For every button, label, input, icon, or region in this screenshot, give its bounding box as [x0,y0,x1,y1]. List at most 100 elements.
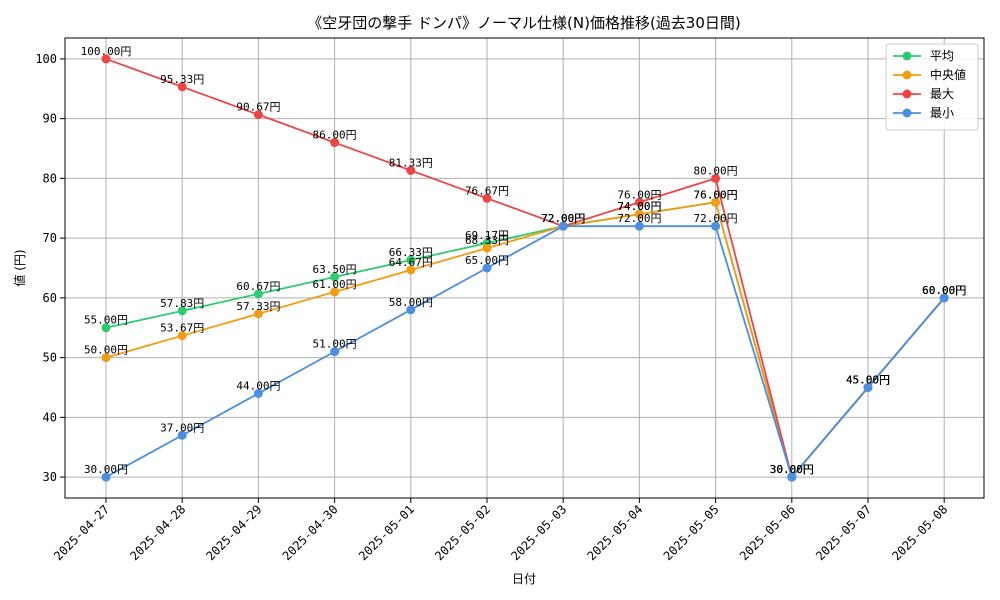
data-label: 57.83円 [160,297,204,310]
data-label: 65.00円 [465,254,509,267]
data-point [863,382,873,392]
data-label: 86.00円 [313,129,357,142]
data-label: 50.00円 [84,344,128,357]
series-line [105,201,945,479]
y-tick-label: 30 [43,470,57,484]
y-axis-label: 値 (円) [12,249,27,286]
series-line [105,58,945,479]
x-tick-label: 2025-05-03 [508,502,569,563]
data-point [482,263,492,273]
x-tick-label: 2025-05-01 [356,502,417,563]
data-label: 74.00円 [617,200,661,213]
legend-swatch-marker [902,51,912,61]
data-label: 45.00円 [846,373,890,386]
data-point [177,82,187,92]
data-point [939,293,949,303]
y-tick-label: 50 [43,351,57,365]
data-label: 72.00円 [541,212,585,225]
data-point [101,323,111,333]
plot-frame [64,37,985,499]
data-point [101,54,111,64]
series-line [105,201,945,479]
y-tick-label: 90 [43,112,57,126]
data-point [177,306,187,316]
data-point [177,430,187,440]
x-tick-label: 2025-05-05 [661,502,722,563]
legend-label: 平均 [930,49,954,63]
data-label: 90.67円 [236,101,280,114]
legend-label: 最小 [930,106,954,120]
data-point [711,173,721,183]
legend-label: 最大 [930,87,954,101]
series-line [105,225,945,479]
x-tick-label: 2025-04-30 [280,502,341,563]
data-label: 30.00円 [84,463,128,476]
data-label: 55.00円 [84,314,128,327]
legend-swatch-marker [902,108,912,118]
y-tick-label: 40 [43,410,57,424]
data-label: 74.00円 [617,200,661,213]
data-label: 45.00円 [846,373,890,386]
data-label: 61.00円 [313,278,357,291]
data-label: 72.00円 [617,212,661,225]
data-label: 60.00円 [922,284,966,297]
data-label: 30.00円 [770,463,814,476]
data-label: 53.67円 [160,322,204,335]
data-label: 72.00円 [694,212,738,225]
data-label: 63.50円 [313,263,357,276]
x-tick-label: 2025-04-27 [51,502,112,563]
data-label: 30.00円 [770,463,814,476]
data-label: 58.00円 [389,296,433,309]
data-label: 44.00円 [236,379,280,392]
data-point [330,272,340,282]
legend-swatch-marker [902,89,912,99]
y-tick-label: 100 [35,52,57,66]
data-label: 60.00円 [922,284,966,297]
data-label: 68.33円 [465,234,509,247]
data-label: 51.00円 [313,338,357,351]
data-label: 60.00円 [922,284,966,297]
x-tick-label: 2025-05-08 [889,502,950,563]
data-point [330,138,340,148]
data-label: 81.33円 [389,156,433,169]
data-label: 72.00円 [541,212,585,225]
data-point [101,472,111,482]
x-tick-label: 2025-05-06 [737,502,798,563]
data-point [634,221,644,231]
data-point [406,165,416,175]
data-point [787,472,797,482]
legend-frame [885,43,979,131]
data-point [711,221,721,231]
data-point [406,265,416,275]
data-label: 100.00円 [81,45,132,58]
legend-label: 中央値 [930,67,966,82]
chart-title: 《空牙団の撃手 ドンパ》ノーマル仕様(N)価格推移(過去30日間) [307,14,741,32]
data-label: 69.17円 [465,229,509,242]
data-label: 76.00円 [694,188,738,201]
data-point [482,193,492,203]
data-label: 72.00円 [541,212,585,225]
data-point [330,347,340,357]
data-point [634,209,644,219]
data-label: 80.00円 [694,164,738,177]
data-point [711,197,721,207]
data-label: 66.33円 [389,246,433,259]
data-label: 76.00円 [617,188,661,201]
data-label: 95.33円 [160,73,204,86]
data-label: 37.00円 [160,421,204,434]
data-point [253,388,263,398]
data-label: 30.00円 [770,463,814,476]
x-tick-label: 2025-05-04 [585,502,646,563]
legend-swatch-marker [902,70,912,80]
y-tick-label: 70 [43,231,57,245]
data-point [406,305,416,315]
series-lines [101,54,949,482]
data-point [482,243,492,253]
data-label: 76.67円 [465,184,509,197]
data-point [177,331,187,341]
data-label: 64.67円 [389,256,433,269]
data-point [101,353,111,363]
data-label: 60.00円 [922,284,966,297]
